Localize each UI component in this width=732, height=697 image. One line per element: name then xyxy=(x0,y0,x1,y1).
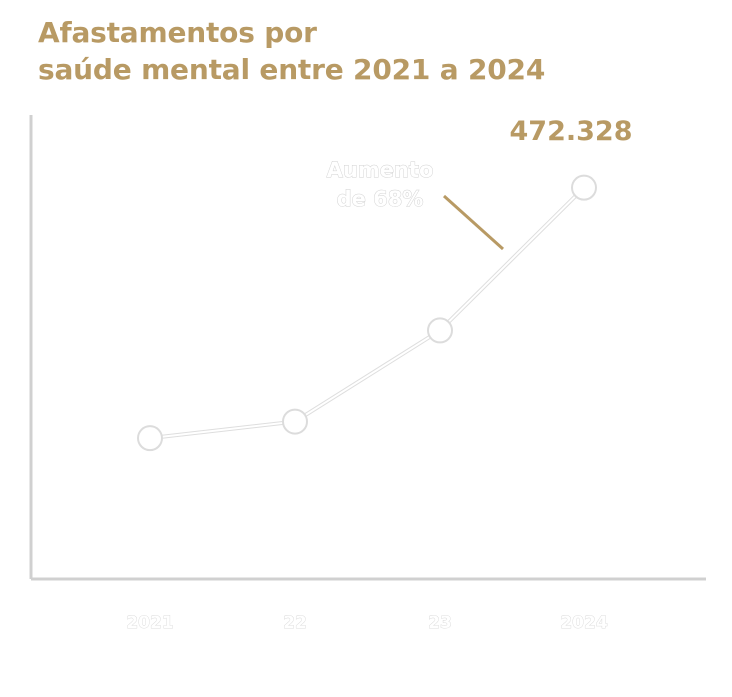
annotation-leader-line xyxy=(442,194,505,251)
series-layer xyxy=(137,174,597,452)
x-tick-label-22: 22 xyxy=(283,613,307,633)
chart-title: Afastamentos por saúde mental entre 2021… xyxy=(38,14,545,88)
x-tick-label-23: 23 xyxy=(428,613,452,633)
x-tick-labels: 2021 22 23 2024 xyxy=(126,613,608,634)
annotation-line-1: Aumento xyxy=(327,158,434,182)
chart-title-line-2: saúde mental entre 2021 a 2024 xyxy=(38,53,546,86)
data-point-22 xyxy=(282,408,308,435)
data-point-2021 xyxy=(137,425,163,452)
last-value-label: 472.328 xyxy=(510,116,633,147)
series-line-outline xyxy=(149,186,586,441)
x-tick-label-2024: 2024 xyxy=(560,613,607,633)
data-point-23 xyxy=(427,317,453,344)
chart-title-line-1: Afastamentos por xyxy=(38,16,317,49)
axes xyxy=(29,115,706,581)
series-line xyxy=(149,186,585,440)
growth-annotation: Aumento de 68% xyxy=(326,158,505,251)
annotation-line-2: de 68% xyxy=(337,187,424,211)
data-point-2024 xyxy=(571,174,597,201)
x-tick-label-2021: 2021 xyxy=(126,613,173,633)
